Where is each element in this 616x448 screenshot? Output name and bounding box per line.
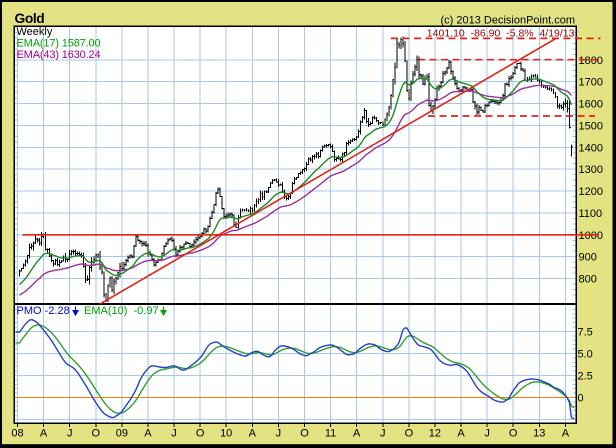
svg-text:O: O <box>300 428 309 440</box>
svg-text:1700: 1700 <box>579 77 603 89</box>
svg-text:Weekly: Weekly <box>17 26 53 38</box>
svg-text:O: O <box>405 428 414 440</box>
svg-text:EMA(43) 1630.24: EMA(43) 1630.24 <box>17 49 101 61</box>
svg-text:900: 900 <box>579 252 597 264</box>
svg-text:0: 0 <box>578 393 584 405</box>
svg-text:J: J <box>380 428 386 440</box>
svg-text:O: O <box>196 428 205 440</box>
svg-text:A: A <box>457 428 465 440</box>
svg-text:5.0: 5.0 <box>578 348 593 360</box>
svg-text:J: J <box>67 428 73 440</box>
svg-text:08: 08 <box>11 428 23 440</box>
svg-text:Gold: Gold <box>15 11 45 26</box>
svg-text:A: A <box>40 428 48 440</box>
svg-text:EMA(10) -0.97: EMA(10) -0.97 <box>84 305 159 317</box>
svg-text:800: 800 <box>579 274 597 286</box>
svg-text:J: J <box>171 428 177 440</box>
svg-text:(c) 2013 DecisionPoint.com: (c) 2013 DecisionPoint.com <box>440 15 575 27</box>
svg-text:J: J <box>276 428 282 440</box>
svg-text:09: 09 <box>116 428 128 440</box>
svg-text:O: O <box>509 428 518 440</box>
svg-text:1600: 1600 <box>579 99 603 111</box>
svg-text:12: 12 <box>429 428 441 440</box>
svg-text:1400: 1400 <box>579 142 603 154</box>
svg-text:A: A <box>249 428 257 440</box>
svg-text:O: O <box>92 428 101 440</box>
svg-text:10: 10 <box>220 428 232 440</box>
svg-text:1500: 1500 <box>579 120 603 132</box>
svg-text:1000: 1000 <box>579 230 603 242</box>
svg-text:A: A <box>353 428 361 440</box>
svg-text:1800: 1800 <box>579 55 603 67</box>
svg-text:13: 13 <box>533 428 545 440</box>
svg-text:1100: 1100 <box>579 208 603 220</box>
svg-text:11: 11 <box>325 428 336 440</box>
svg-text:PMO -2.28: PMO -2.28 <box>17 305 70 317</box>
svg-text:EMA(17) 1587.00: EMA(17) 1587.00 <box>17 38 101 50</box>
svg-text:J: J <box>484 428 490 440</box>
svg-text:7.5: 7.5 <box>578 326 593 338</box>
svg-text:A: A <box>562 428 570 440</box>
svg-text:A: A <box>144 428 152 440</box>
svg-text:1200: 1200 <box>579 186 603 198</box>
svg-text:2.5: 2.5 <box>578 371 593 383</box>
svg-text:1401.10 -86.90 -5.8% 4/19/1: 1401.10 -86.90 -5.8% 4/19/13 <box>427 27 575 39</box>
svg-text:1300: 1300 <box>579 164 603 176</box>
